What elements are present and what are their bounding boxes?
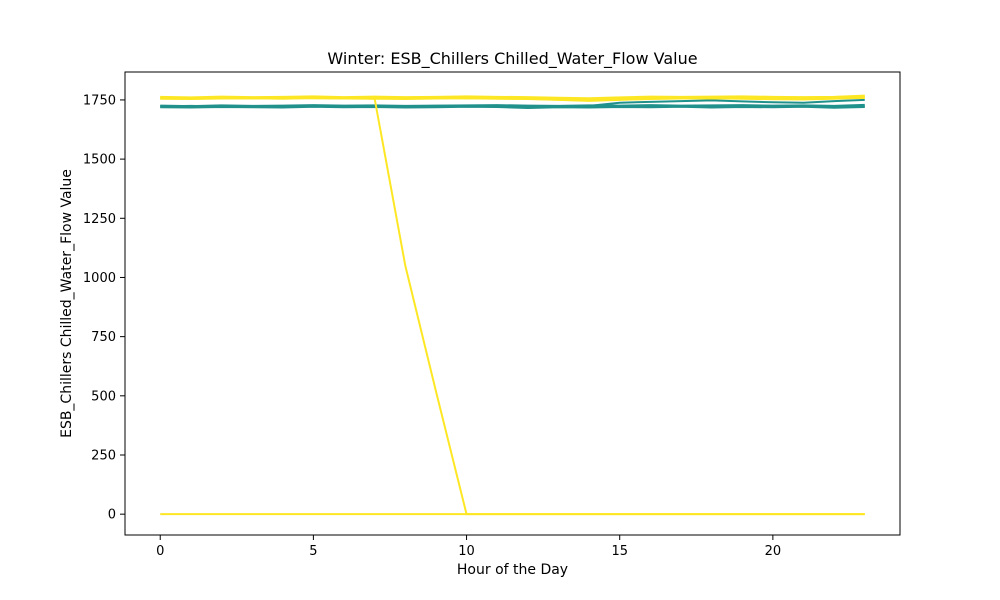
y-tick-label: 1500 <box>83 153 116 168</box>
x-axis-label: Hour of the Day <box>457 562 568 578</box>
y-tick-label: 500 <box>91 389 116 404</box>
x-tick-label: 20 <box>765 544 782 559</box>
series-layer <box>160 94 865 516</box>
y-tick-label: 250 <box>91 448 116 463</box>
x-axis-ticks: 0 5 10 15 20 <box>156 535 781 559</box>
y-tick-label: 0 <box>108 508 116 523</box>
y-tick-label: 750 <box>91 330 116 345</box>
y-tick-label: 1250 <box>83 212 116 227</box>
y-axis-ticks: 0 250 500 750 1000 1250 1500 1750 <box>83 93 125 523</box>
x-tick-label: 10 <box>458 544 475 559</box>
plot-frame <box>124 71 901 536</box>
y-tick-label: 1750 <box>83 93 116 108</box>
x-tick-label: 5 <box>309 544 317 559</box>
chart-title: Winter: ESB_Chillers Chilled_Water_Flow … <box>327 49 697 69</box>
y-tick-label: 1000 <box>83 271 116 286</box>
series-line-4 <box>160 98 865 108</box>
x-tick-label: 15 <box>611 544 628 559</box>
x-tick-label: 0 <box>156 544 164 559</box>
y-axis-label: ESB_Chillers Chilled_Water_Flow Value <box>59 169 75 438</box>
